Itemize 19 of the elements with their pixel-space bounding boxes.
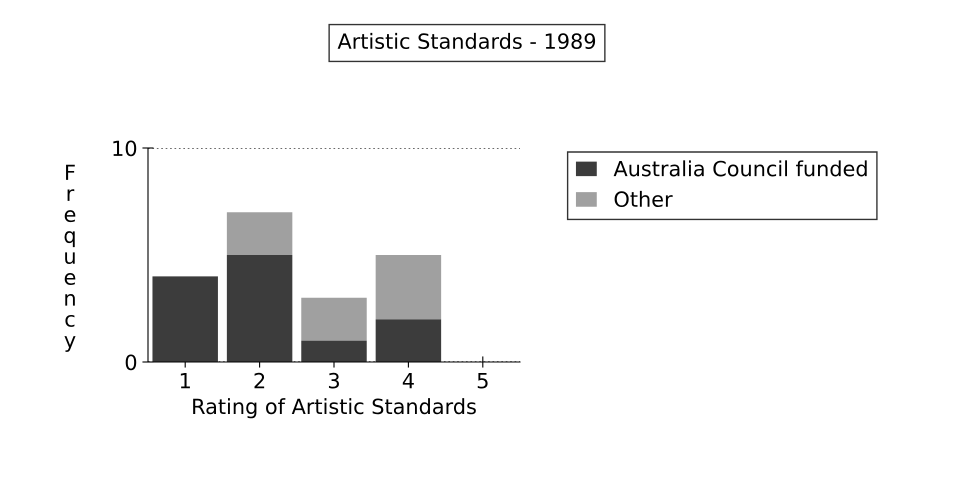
x-tick-label: 3 (328, 372, 339, 389)
bar (301, 298, 367, 341)
bar (226, 255, 292, 362)
y-tick-label: 10 (113, 140, 136, 156)
bar (301, 340, 367, 362)
bar (226, 212, 292, 255)
chart-title: Artistic Standards - 1989 (338, 32, 596, 50)
y-tick-label: 0 (126, 354, 136, 370)
x-tick-label: 2 (254, 372, 264, 388)
bar (152, 276, 218, 362)
legend-label: Other (614, 190, 673, 208)
x-axis-title: Rating of Artistic Standards (193, 398, 476, 418)
bar (376, 255, 442, 320)
bar (376, 319, 442, 362)
text: Frequency (64, 164, 76, 352)
x-tick-label: 5 (478, 373, 488, 389)
x-tick-label: 4 (402, 373, 414, 388)
legend-label: Australia Council funded (614, 160, 867, 176)
x-tick-label: 1 (180, 373, 190, 388)
